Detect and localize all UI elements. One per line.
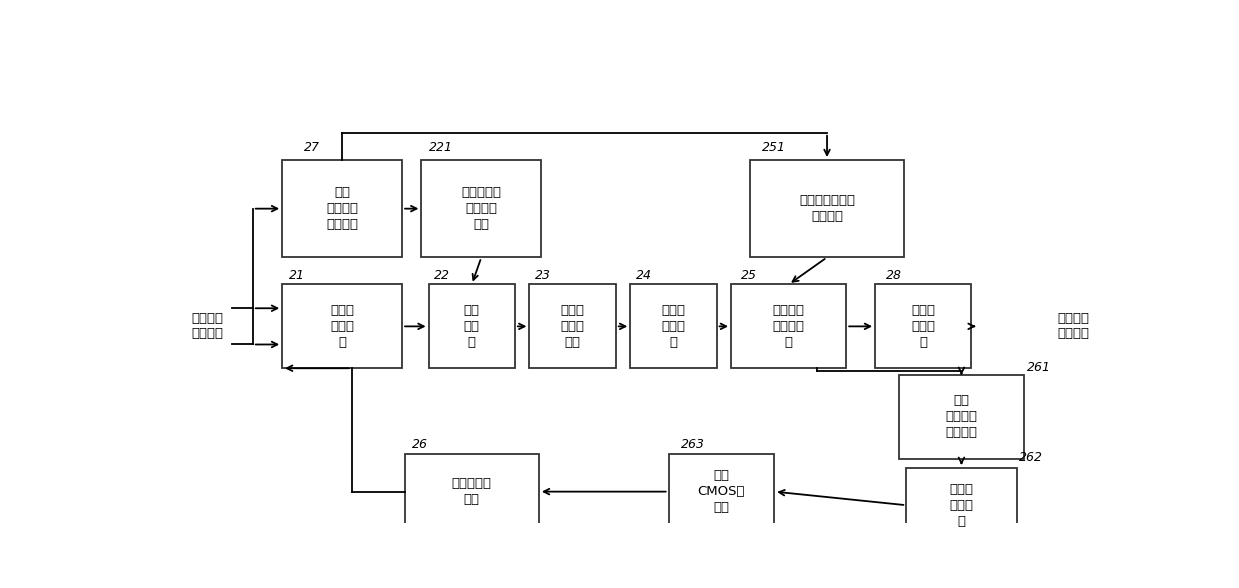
Text: 第一
CMOS缓
冲器: 第一 CMOS缓 冲器 bbox=[698, 469, 745, 514]
Text: 第一压控振荡器
阵列开关: 第一压控振荡器 阵列开关 bbox=[799, 194, 855, 223]
Bar bbox=[421, 160, 541, 258]
Bar bbox=[429, 285, 515, 368]
Bar bbox=[529, 285, 616, 368]
Text: 第一
自动频率
控制模块: 第一 自动频率 控制模块 bbox=[326, 186, 358, 231]
Text: 第一环形
压控振荡
器: 第一环形 压控振荡 器 bbox=[773, 304, 804, 349]
Text: 221: 221 bbox=[429, 141, 452, 154]
Bar bbox=[900, 375, 1023, 459]
Bar bbox=[875, 285, 971, 368]
Text: 251: 251 bbox=[762, 141, 786, 154]
Text: 262: 262 bbox=[1018, 452, 1043, 465]
Bar bbox=[404, 455, 539, 529]
Text: 第二
电荷
泵: 第二 电荷 泵 bbox=[463, 304, 479, 349]
Bar bbox=[282, 160, 403, 258]
Text: 23: 23 bbox=[535, 269, 551, 282]
Text: 第一时
钟分配
器: 第一时 钟分配 器 bbox=[911, 304, 935, 349]
Text: 22: 22 bbox=[435, 269, 450, 282]
Text: 21: 21 bbox=[290, 269, 305, 282]
Text: 第一目标
时钟信号: 第一目标 时钟信号 bbox=[1057, 312, 1089, 340]
Text: 第二环
路滤波
器: 第二环 路滤波 器 bbox=[662, 304, 685, 349]
Text: 第一电荷泵
电流调整
开关: 第一电荷泵 电流调整 开关 bbox=[461, 186, 502, 231]
Bar bbox=[282, 285, 403, 368]
Bar bbox=[631, 285, 716, 368]
Text: 27: 27 bbox=[304, 141, 320, 154]
Bar bbox=[669, 455, 774, 529]
Bar bbox=[751, 160, 904, 258]
Text: 第一高频
时钟信号: 第一高频 时钟信号 bbox=[192, 312, 224, 340]
Text: 第一
压控振荡
器缓冲器: 第一 压控振荡 器缓冲器 bbox=[945, 395, 978, 439]
Bar bbox=[906, 468, 1017, 543]
Text: 26: 26 bbox=[413, 438, 429, 451]
Bar bbox=[731, 285, 846, 368]
Text: 24: 24 bbox=[636, 269, 652, 282]
Text: 第二鉴
频鉴相
器: 第二鉴 频鉴相 器 bbox=[330, 304, 354, 349]
Text: 第一电
压控制
开关: 第一电 压控制 开关 bbox=[560, 304, 585, 349]
Text: 28: 28 bbox=[886, 269, 902, 282]
Text: 第二反馈分
频器: 第二反馈分 频器 bbox=[452, 477, 492, 506]
Text: 263: 263 bbox=[681, 438, 705, 451]
Text: 第一虚
拟缓冲
器: 第一虚 拟缓冲 器 bbox=[949, 483, 974, 527]
Text: 261: 261 bbox=[1027, 361, 1051, 374]
Text: 25: 25 bbox=[741, 269, 757, 282]
